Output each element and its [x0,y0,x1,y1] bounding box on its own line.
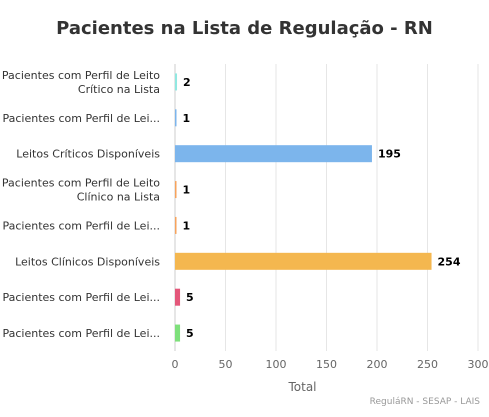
category-label: Pacientes com Perfil de Leito Clínico na … [2,177,160,204]
data-label: 195 [378,148,401,161]
category-label: Leitos Críticos Disponíveis [16,148,160,161]
x-tick-label: 250 [417,358,438,371]
bar [175,288,181,306]
bar [175,181,177,199]
x-tick-label: 300 [468,358,489,371]
category-label-line: Pacientes com Perfil de Leito [2,177,160,190]
data-label: 5 [186,327,194,340]
category-label-line: Pacientes com Perfil de Lei... [2,112,160,125]
x-tick-label: 150 [316,358,337,371]
category-label: Pacientes com Perfil de Lei... [2,112,160,125]
category-label-line: Leitos Críticos Disponíveis [16,148,160,161]
category-label-line: Leitos Clínicos Disponíveis [15,255,160,268]
x-tick-label: 0 [172,358,179,371]
bar [175,252,432,270]
category-label: Pacientes com Perfil de Lei... [2,327,160,340]
category-label-line: Crítico na Lista [78,83,160,96]
category-label-line: Pacientes com Perfil de Lei... [2,291,160,304]
category-label-line: Pacientes com Perfil de Lei... [2,327,160,340]
bar [175,145,372,163]
category-label-line: Clínico na Lista [77,191,160,204]
category-label: Pacientes com Perfil de Lei... [2,291,160,304]
bar [175,109,177,127]
category-label: Leitos Clínicos Disponíveis [15,255,160,268]
data-label: 1 [183,219,191,232]
category-label-line: Pacientes com Perfil de Leito [2,69,160,82]
chart-title: Pacientes na Lista de Regulação - RN [56,18,433,39]
data-label: 1 [183,184,191,197]
x-tick-label: 50 [219,358,233,371]
data-label: 1 [183,112,191,125]
x-axis-title: Total [287,380,316,394]
data-label: 254 [438,255,461,268]
category-label: Pacientes com Perfil de Lei... [2,219,160,232]
bar [175,324,181,342]
x-tick-label: 100 [266,358,287,371]
credits-text[interactable]: ReguláRN - SESAP - LAIS [369,397,480,407]
category-label-line: Pacientes com Perfil de Lei... [2,219,160,232]
category-label: Pacientes com Perfil de Leito Crítico na … [2,69,160,96]
data-label: 2 [183,76,191,89]
bar [175,216,177,234]
bar [175,73,178,91]
x-tick-label: 200 [367,358,388,371]
data-label: 5 [186,291,194,304]
